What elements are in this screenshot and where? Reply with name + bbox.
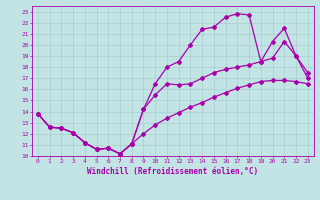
X-axis label: Windchill (Refroidissement éolien,°C): Windchill (Refroidissement éolien,°C) (87, 167, 258, 176)
